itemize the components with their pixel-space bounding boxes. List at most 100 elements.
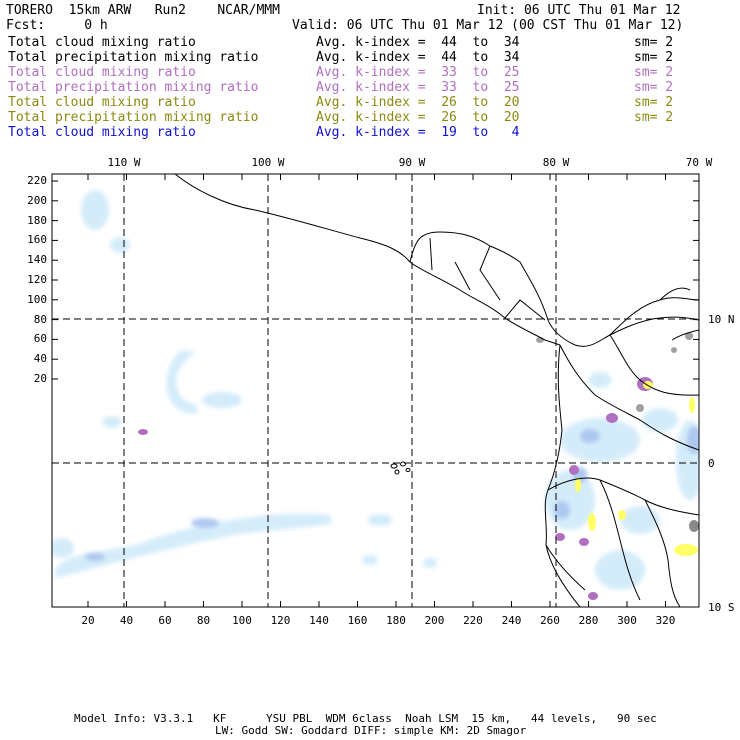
island-caribbean [659,287,691,301]
field-name: Total cloud mixing ratio [8,35,196,50]
coast-caribbean [519,261,699,347]
longitude-label: 70 W [685,156,713,169]
longitude-label: 100 W [251,156,285,169]
x-tick-label: 120 [270,614,291,627]
y-tick-label: 60 [33,332,47,346]
cloud-patch-left [102,416,122,428]
cloud-patch-small2 [362,555,378,565]
model-info-line2: LW: Godd SW: Goddard DIFF: simple KM: 2D… [215,724,527,737]
y-tick-label: 220 [27,174,47,187]
purple-cell-6 [569,465,579,475]
latitude-label: 10 N [708,313,735,326]
x-tick-label: 180 [386,614,406,627]
purple-cell-1 [138,429,148,435]
x-tick-label: 80 [196,614,211,627]
island-2 [671,329,699,341]
cloud-field-core [85,426,699,561]
gray-cell-5 [689,520,699,532]
coast-peru [545,544,586,591]
gray-cell-3 [671,347,677,353]
cloud-patch-west [52,538,74,558]
cloud-core-south-2 [85,553,105,561]
field-name: Total precipitation mixing ratio [8,110,259,125]
latitude-label: 10 S [708,601,735,614]
smoothing: sm= 2 [634,110,674,125]
yellow-cell-5 [674,544,698,556]
smoothing: sm= 2 [634,80,674,95]
cloud-patch-small3 [423,558,437,568]
y-tick-label: 40 [33,352,47,366]
y-tick-label: 200 [27,193,47,207]
x-tick-label: 100 [232,614,252,627]
field-name: Total cloud mixing ratio [8,95,196,110]
x-tick-label: 280 [578,614,599,627]
cloud-patch-nw2 [110,237,130,253]
field-name: Total precipitation mixing ratio [8,80,259,95]
purple-cell-4 [555,533,565,541]
cloud-patch-small [368,514,392,526]
y-tick-label: 80 [33,312,47,326]
k-index-range: Avg. k-index = 26 to 20 [316,95,520,110]
coast-northsa [609,297,699,336]
cloud-patch-se6 [595,550,645,590]
gray-cell-1 [636,404,644,412]
cloud-core-coast [554,501,570,519]
longitude-label: 110 W [107,156,141,169]
x-tick-label: 20 [81,614,95,627]
cloud-patch-nw [81,190,109,230]
cloud-patch-mid [202,392,242,408]
k-index-range: Avg. k-index = 19 to 4 [316,125,520,140]
model-info-line1: Model Info: V3.3.1 KF YSU PBL WDM 6class… [74,712,657,725]
axis-ticks [52,174,699,607]
forecast-hour: Fcst: 0 h [6,18,108,33]
plot-frame [51,173,700,608]
longitude-label: 80 W [542,156,570,169]
k-index-range: Avg. k-index = 33 to 25 [316,80,520,95]
border-centralam [429,237,546,321]
x-tick-label: 260 [540,614,560,627]
cloud-arc [166,350,198,414]
coast-yucatan [409,231,521,263]
field-name: Total precipitation mixing ratio [8,50,259,65]
longitude-label: 90 W [398,156,426,169]
x-tick-label: 40 [119,614,134,627]
cloud-field-light [52,190,699,590]
latitude-label: 0 [708,457,715,470]
x-tick-label: 60 [158,614,172,627]
purple-cell-3 [606,413,618,423]
cloud-core-south-1 [191,518,219,528]
y-tick-label: 140 [27,253,47,267]
coastlines [174,174,699,607]
border-brazil [644,499,681,607]
cloud-patch-se3 [620,506,660,534]
galapagos-islands [390,461,411,475]
purple-cell-7 [588,592,598,600]
x-tick-label: 300 [617,614,637,627]
model-title: TORERO 15km ARW Run2 NCAR/MMM [6,3,280,18]
x-tick-label: 320 [655,614,676,627]
smoothing: sm= 2 [634,50,674,65]
x-tick-label: 140 [309,614,329,627]
purple-cell-5 [579,538,589,546]
init-time: Init: 06 UTC Thu 01 Mar 12 [477,3,681,18]
x-tick-label: 200 [424,614,445,627]
field-name: Total cloud mixing ratio [8,65,196,80]
smoothing: sm= 2 [634,35,674,50]
k-index-range: Avg. k-index = 33 to 25 [316,65,520,80]
field-name: Total cloud mixing ratio [8,125,196,140]
valid-time: Valid: 06 UTC Thu 01 Mar 12 (00 CST Thu … [292,18,684,33]
yellow-cell-2 [689,397,695,413]
yellow-cell-3 [588,513,596,531]
x-tick-label: 240 [501,614,522,627]
cloud-band-south [55,513,332,578]
y-tick-label: 100 [27,292,47,306]
border-peru-east [599,479,641,601]
border-colombia [559,344,699,451]
border-venezuela [609,334,699,396]
y-tick-label: 180 [27,213,47,227]
gray-cell-2 [685,332,693,340]
cloud-patch-se [560,418,640,462]
k-index-range: Avg. k-index = 44 to 34 [316,50,520,65]
smoothing: sm= 2 [634,95,674,110]
